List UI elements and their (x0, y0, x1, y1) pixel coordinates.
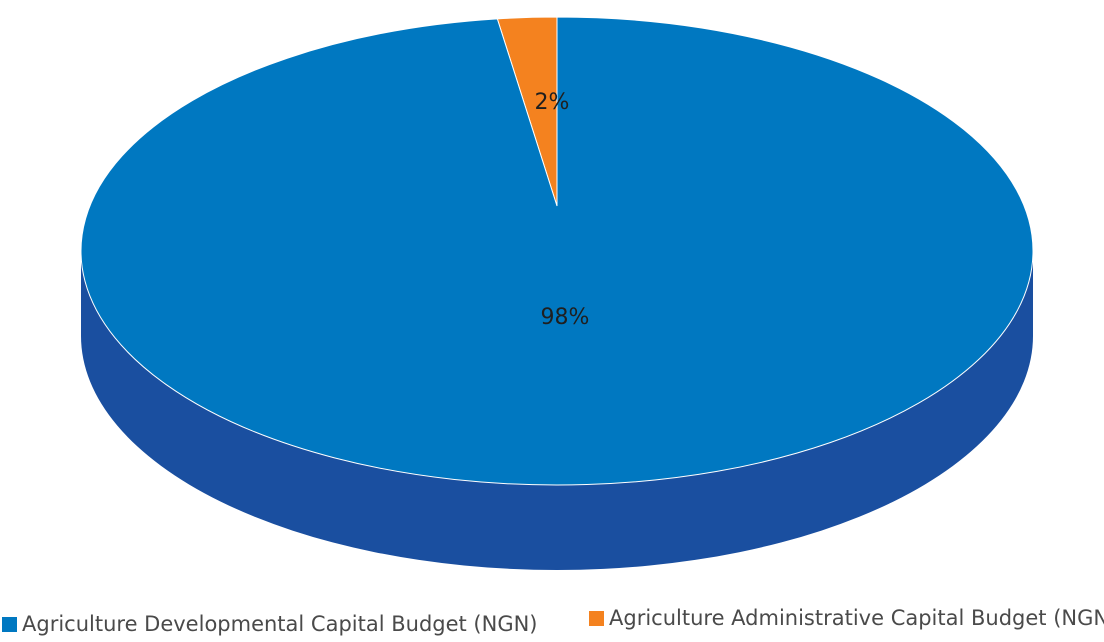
pie-slices (80, 16, 1034, 486)
legend-label-developmental: Agriculture Developmental Capital Budget… (22, 612, 538, 636)
pie-label-developmental: 98% (541, 305, 590, 330)
legend-item-administrative: Agriculture Administrative Capital Budge… (589, 606, 1104, 630)
pie-depth-developmental (81, 251, 1033, 570)
pie-depth (81, 251, 1033, 570)
legend-item-developmental: Agriculture Developmental Capital Budget… (2, 612, 538, 636)
pie-label-administrative: 2% (535, 90, 570, 115)
legend: Agriculture Developmental Capital Budget… (0, 606, 1104, 642)
pie-slice-developmental (80, 16, 1034, 486)
legend-label-administrative: Agriculture Administrative Capital Budge… (609, 606, 1104, 630)
pie-labels: 2% 98% (535, 90, 590, 330)
legend-swatch-administrative (589, 610, 604, 626)
legend-swatch-developmental (2, 616, 17, 632)
